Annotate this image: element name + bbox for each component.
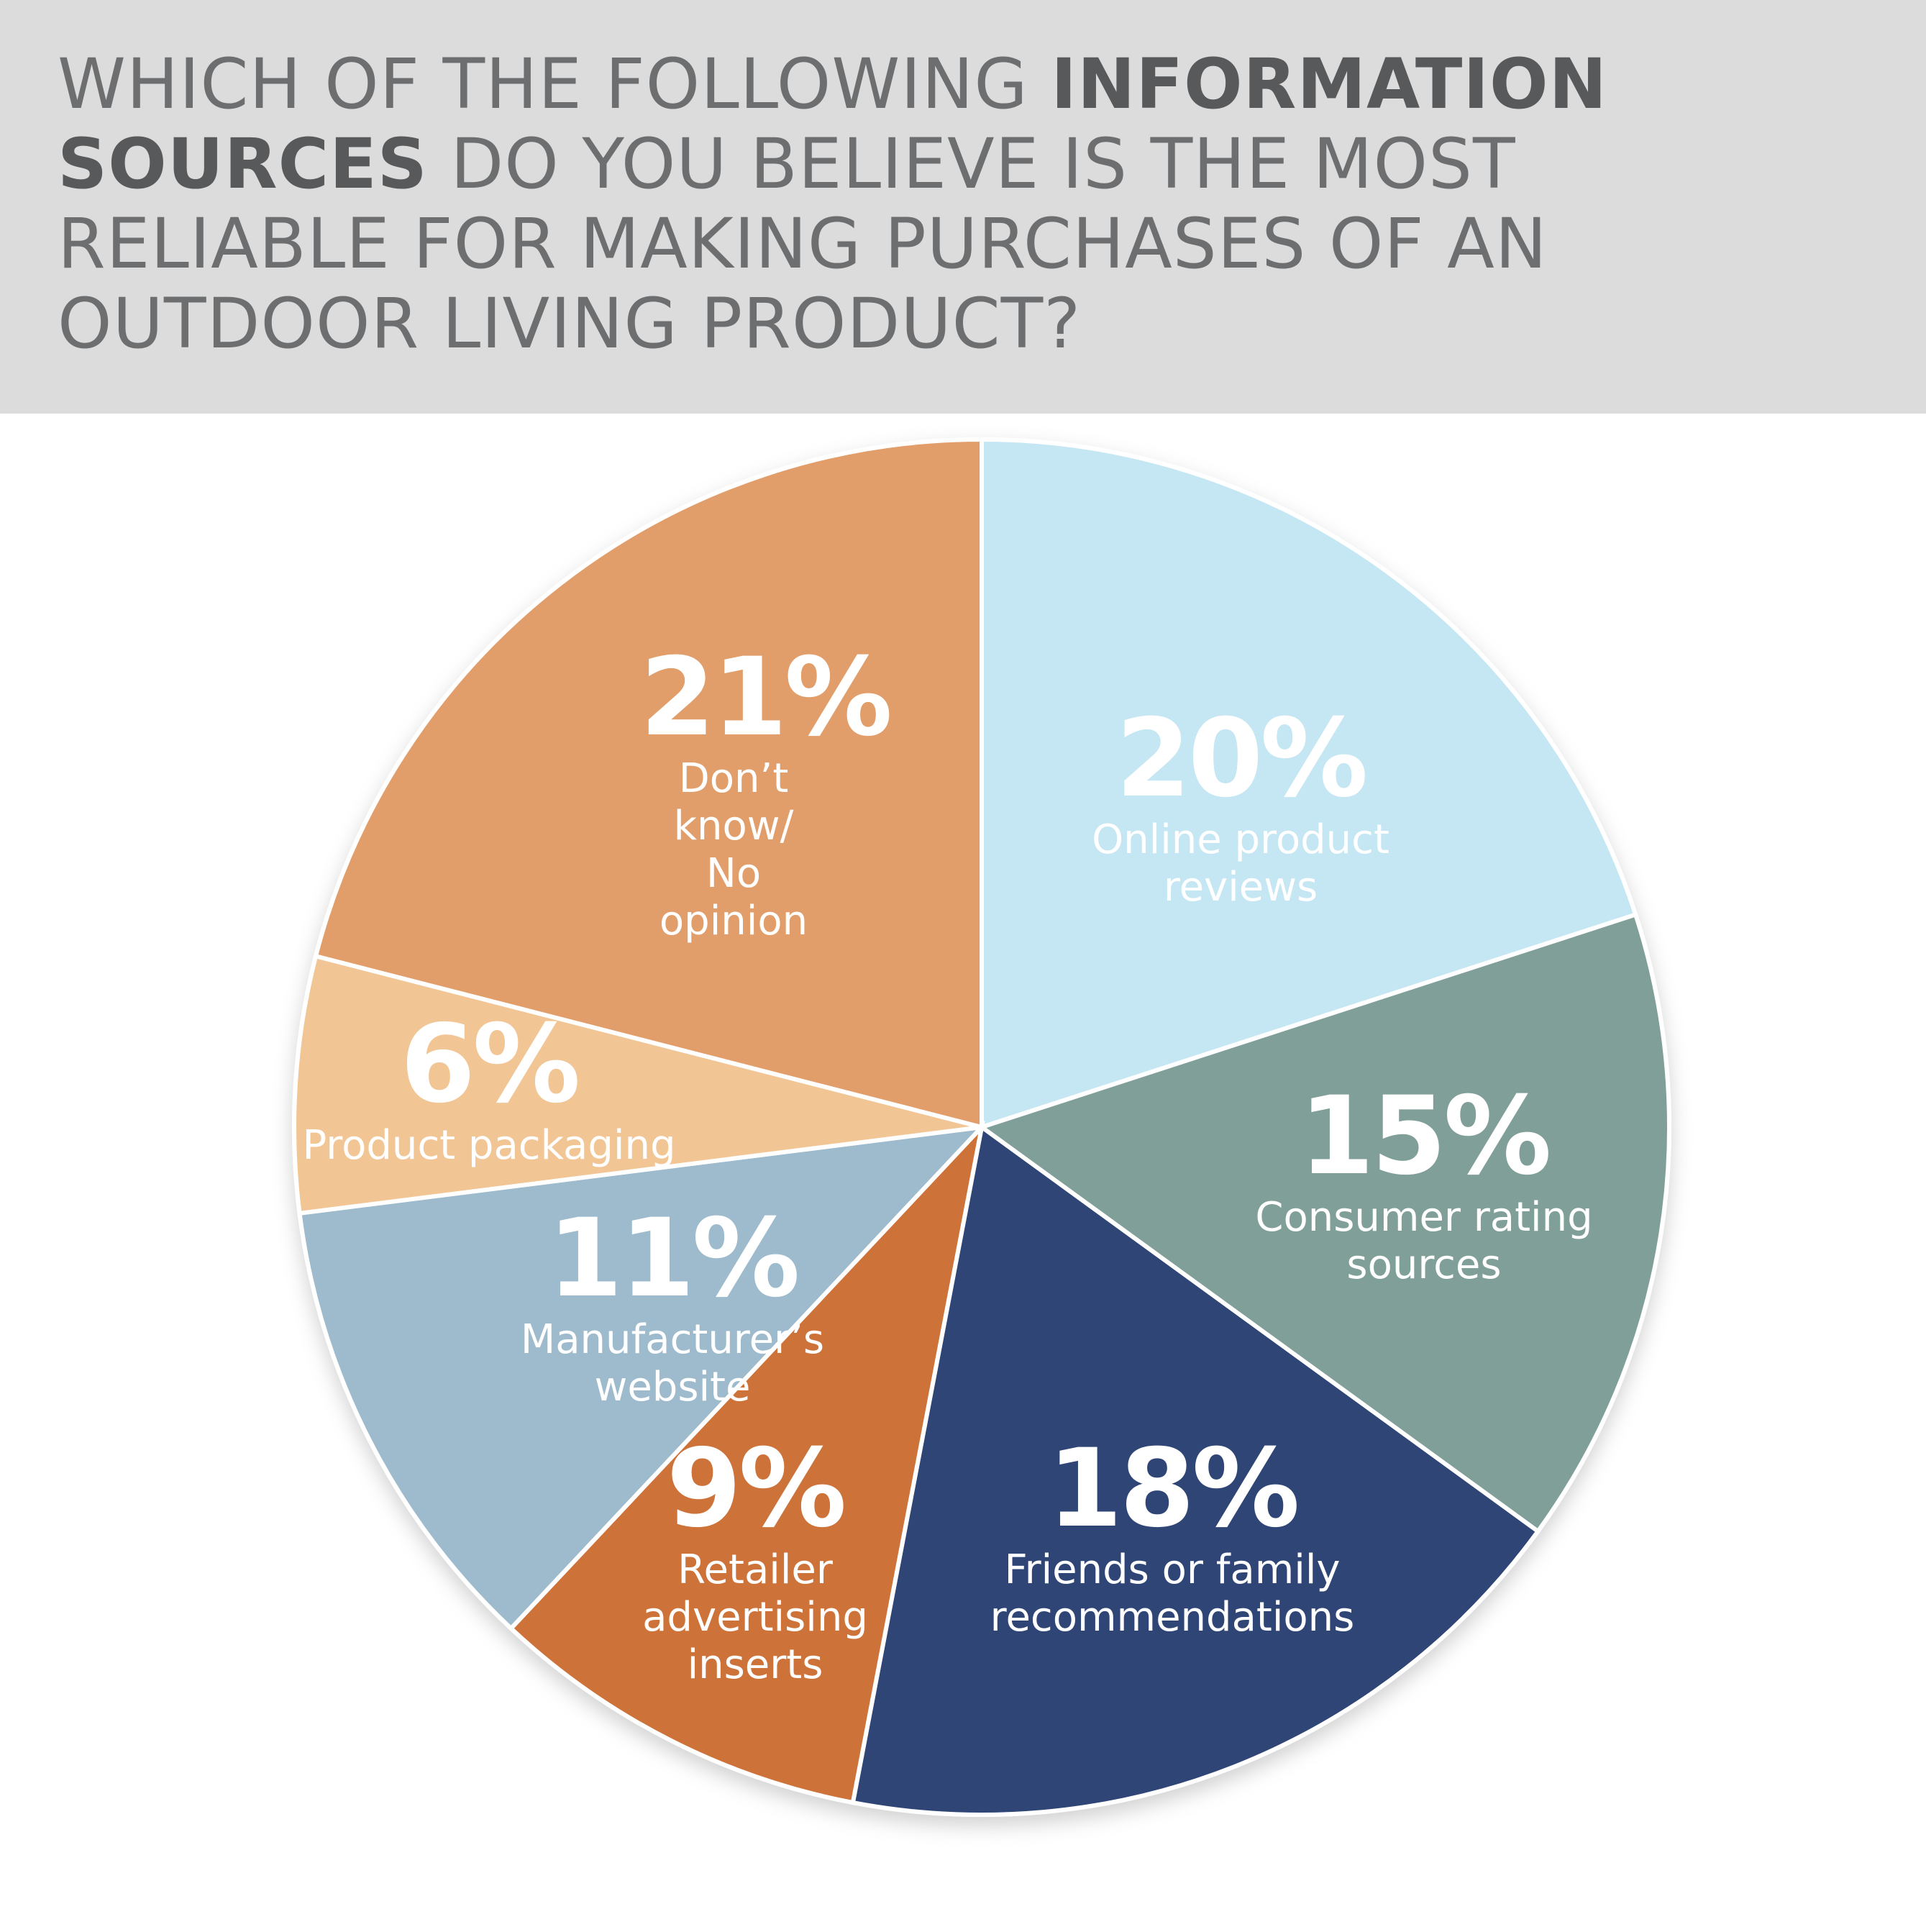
category-label: Manufacturer’s website (520, 1316, 825, 1411)
pie-slice (977, 911, 1671, 1535)
category-label: Don’t know/ No opinion (659, 755, 808, 944)
value-label: 15% (1299, 1074, 1551, 1199)
category-label: Online product reviews (1092, 816, 1389, 911)
category-label: Retailer advertising inserts (642, 1546, 868, 1688)
slice-label: 11% Manufacturer’s website (485, 1201, 859, 1411)
slice-label: 15% Consumer rating sources (1215, 1079, 1633, 1289)
slice-label: 6% Product packaging (230, 1007, 748, 1170)
slice-label: 20% Online product reviews (1039, 701, 1442, 911)
pie-slice (292, 953, 982, 1216)
value-label: 11% (547, 1196, 800, 1321)
value-label: 21% (640, 635, 893, 760)
value-label: 20% (1115, 696, 1368, 821)
pie-slice (850, 1123, 1541, 1818)
title-run: DO YOU BELIEVE IS THE MOST RELIABLE FOR … (58, 124, 1548, 364)
category-label: Product packaging (302, 1122, 676, 1169)
category-label: Friends or family recommendations (990, 1546, 1355, 1641)
slice-label: 18% Friends or family recommendations (942, 1431, 1402, 1641)
chart-title: WHICH OF THE FOLLOWING INFORMATION SOURC… (58, 45, 1868, 364)
value-label: 9% (666, 1426, 847, 1551)
value-label: 18% (1047, 1426, 1300, 1551)
title-box: WHICH OF THE FOLLOWING INFORMATION SOURC… (0, 0, 1926, 414)
pie-slice (297, 1124, 987, 1632)
pie-slice (508, 1120, 985, 1805)
pie-slice (313, 437, 984, 1130)
title-run: INFORMATION SOURCES (58, 44, 1607, 204)
slice-label: 9% Retailer advertising inserts (611, 1431, 899, 1689)
slice-label: 21% Don’t know/ No opinion (640, 635, 893, 945)
category-label: Consumer rating sources (1255, 1194, 1593, 1288)
pie-slice (980, 437, 1638, 1131)
pie (292, 437, 1671, 1818)
value-label: 6% (400, 1002, 581, 1127)
title-run: WHICH OF THE FOLLOWING (58, 44, 1051, 124)
